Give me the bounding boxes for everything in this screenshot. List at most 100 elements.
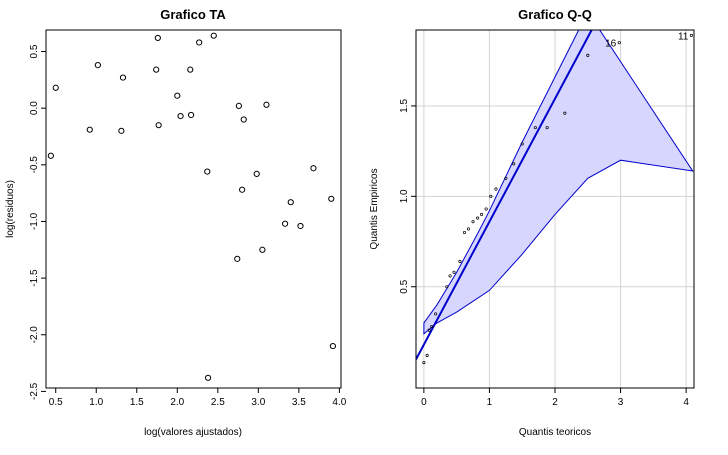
x-tick-label: 2.5 [211,397,225,408]
y-tick-label: -2.0 [29,326,40,344]
data-point [94,62,101,69]
data-point [545,126,549,130]
plot-frame [45,29,342,389]
data-point [119,74,127,81]
data-point [177,113,184,120]
data-point [504,176,508,180]
chart-title: Grafico Q-Q [518,7,592,22]
data-point [187,66,194,73]
data-point [471,220,475,224]
x-tick-label: 3.0 [251,397,265,408]
data-point [263,101,270,108]
data-points [422,33,693,365]
data-point [434,312,438,316]
data-point [287,199,294,206]
y-tick-label: -1.0 [29,212,40,230]
data-point [174,92,181,99]
data-points [47,32,336,381]
data-point [155,122,162,129]
confidence-band [423,30,694,335]
chart-title: Grafico TA [160,7,226,22]
reference-line-path [416,30,593,360]
data-point [240,116,247,123]
data-point [210,32,217,39]
residuals-panel: Grafico TA 0.5 1.0 1.5 2.0 2.5 3.0 3.5 4.0 -2.5… [5,7,347,438]
y-axis: 0.5 1.0 1.5 [399,99,416,294]
data-point [512,162,516,166]
x-axis-label: log(valores ajustados) [144,427,242,438]
point-label: 16 [605,39,617,50]
data-point [118,127,125,134]
y-tick-label: 1.0 [399,189,410,203]
data-point [253,170,260,177]
x-axis-label: Quantis teoricos [519,427,591,438]
data-point [297,222,304,230]
data-point [329,342,336,350]
data-point [476,216,480,220]
data-point [466,227,471,231]
data-point [425,353,429,358]
y-axis-label: Quantis Empiricos [369,168,380,249]
data-point [452,270,456,274]
x-tick-label: 4 [683,397,689,408]
data-point [422,361,426,365]
data-point [689,33,693,37]
data-point [235,102,242,110]
data-point [86,126,93,133]
x-tick-label: 0.5 [49,397,63,408]
data-point [533,126,537,130]
x-tick-label: 2 [552,397,558,408]
data-point [187,111,195,119]
data-point [586,53,590,57]
data-point [281,220,289,227]
data-point [563,111,567,115]
y-axis-label: log(residuos) [5,180,16,238]
data-point [480,212,484,216]
reference-line [416,30,593,360]
data-point [484,207,488,211]
data-point [617,41,621,45]
data-point [259,246,266,253]
data-point [328,195,335,202]
data-point [448,274,452,278]
y-tick-label: 1.5 [399,99,410,113]
data-point [427,328,431,332]
data-point [494,187,498,191]
data-point [310,165,317,172]
y-tick-label: -2.5 [29,382,40,400]
x-tick-label: 2.0 [170,397,184,408]
x-tick-label: 1.0 [89,397,103,408]
data-point [196,39,203,46]
data-point [153,66,160,73]
y-tick-label: 0.5 [29,44,40,58]
y-tick-label: -1.5 [29,269,40,287]
data-point [234,255,241,262]
x-axis: 0 1 2 3 4 [421,388,689,408]
data-point [47,152,54,159]
y-axis: -2.5 -2.0 -1.5 -1.0 -0.5 0.0 0.5 [29,44,46,400]
data-point [239,186,246,193]
x-tick-label: 3 [618,397,624,408]
data-point [430,324,434,329]
x-tick-label: 1 [487,397,493,408]
data-point [462,230,467,235]
data-point [489,194,493,198]
data-point [204,374,212,381]
y-tick-label: -0.5 [29,156,40,174]
x-tick-label: 0 [421,397,427,408]
x-tick-label: 4.0 [332,397,346,408]
y-tick-label: 0.0 [29,101,40,115]
data-point [445,285,449,289]
x-axis: 0.5 1.0 1.5 2.0 2.5 3.0 3.5 4.0 [49,388,347,408]
x-tick-label: 1.5 [130,397,144,408]
data-point [154,34,161,42]
confidence-band-area [423,30,694,335]
y-tick-label: 0.5 [399,279,410,293]
data-point [458,259,462,263]
data-point [52,84,59,91]
x-tick-label: 3.5 [292,397,306,408]
